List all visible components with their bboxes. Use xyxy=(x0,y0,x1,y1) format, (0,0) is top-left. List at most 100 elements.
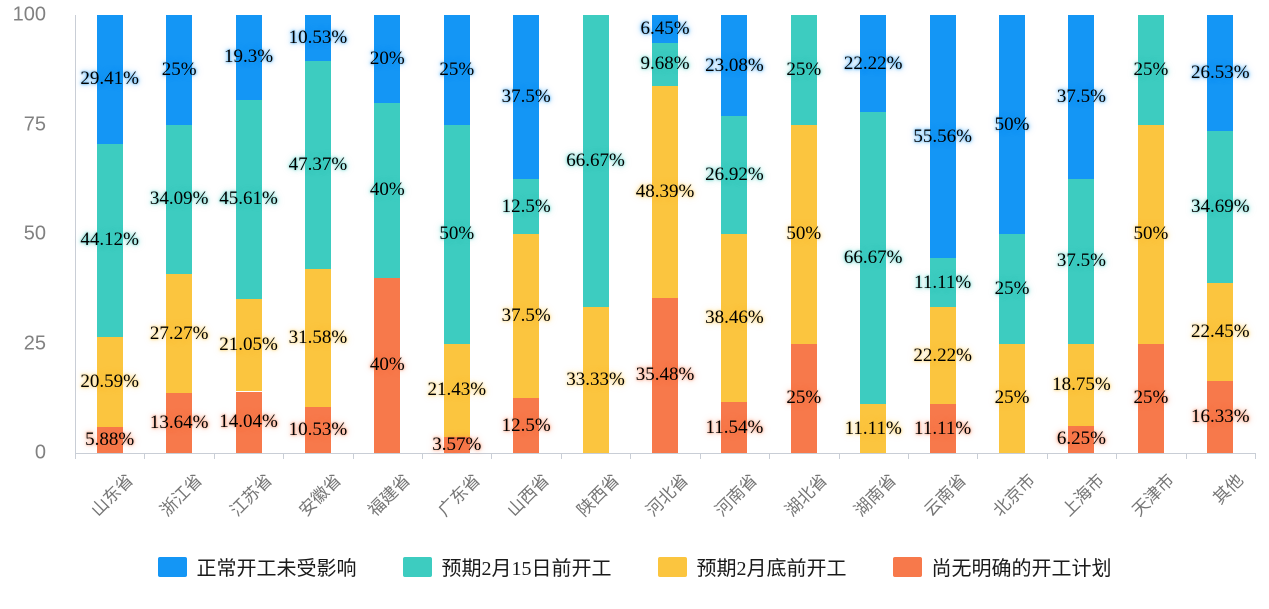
bar-segment[interactable] xyxy=(513,398,540,453)
bar-segment[interactable] xyxy=(929,258,956,307)
bar-segment[interactable] xyxy=(96,15,123,144)
x-axis-tick xyxy=(630,453,632,459)
bar-segment[interactable] xyxy=(1137,124,1164,344)
x-axis-label: 湖北省 xyxy=(781,470,831,521)
bar-segment[interactable] xyxy=(443,343,470,438)
bar-column: 25% 50% 25% xyxy=(1116,15,1185,453)
bar-value-label: 19.3% xyxy=(223,46,274,68)
bar-segment[interactable] xyxy=(651,297,678,453)
bar-segment[interactable] xyxy=(929,404,956,453)
bar-segment[interactable] xyxy=(443,15,470,125)
bar-segment[interactable] xyxy=(166,15,193,125)
bar-segment[interactable] xyxy=(999,234,1026,344)
bar-segment[interactable] xyxy=(721,234,748,403)
bar xyxy=(96,15,123,453)
bar-segment[interactable] xyxy=(651,15,678,44)
bar-segment[interactable] xyxy=(166,124,193,274)
bar-segment[interactable] xyxy=(166,273,193,394)
bar-value-label: 6.45% xyxy=(640,18,690,40)
bar-segment[interactable] xyxy=(443,437,470,453)
bar-value-label: 37.5% xyxy=(1056,86,1106,108)
bar-segment[interactable] xyxy=(96,143,123,338)
legend-item[interactable]: 预期2月15日前开工 xyxy=(402,552,612,581)
bar-segment[interactable] xyxy=(999,343,1026,453)
bar-column: 29.41% 44.12% 20.59% 5.88% xyxy=(75,15,144,453)
bar-segment[interactable] xyxy=(651,85,678,298)
bar-segment[interactable] xyxy=(374,277,401,453)
bar-value-label: 47.37% xyxy=(288,153,348,175)
bar-value-label: 45.61% xyxy=(219,188,278,210)
legend-item[interactable]: 尚无明确的开工计划 xyxy=(892,552,1112,581)
bar-segment[interactable] xyxy=(1207,131,1234,284)
bar-segment[interactable] xyxy=(929,307,956,405)
bar-value-label: 50% xyxy=(439,223,475,244)
bar-segment[interactable] xyxy=(860,15,887,113)
bar-column: 37.5% 37.5% 18.75% 6.25% xyxy=(1047,15,1116,453)
bar-segment[interactable] xyxy=(235,299,262,392)
bar-segment[interactable] xyxy=(1068,179,1095,344)
bar-segment[interactable] xyxy=(721,402,748,453)
x-axis-label: 广东省 xyxy=(434,470,484,521)
bar-segment[interactable] xyxy=(96,427,123,453)
bar-segment[interactable] xyxy=(166,393,193,453)
bar-segment[interactable] xyxy=(304,15,331,62)
bar-segment[interactable] xyxy=(999,15,1026,234)
bar-segment[interactable] xyxy=(721,116,748,234)
bar-column: 66.67% 33.33% xyxy=(561,15,630,453)
legend-swatch xyxy=(402,556,432,577)
bar-segment[interactable] xyxy=(96,337,123,428)
bar-segment[interactable] xyxy=(1068,15,1095,180)
x-axis-label: 湖南省 xyxy=(850,470,901,521)
bar-value-label: 12.5% xyxy=(501,414,551,436)
bar-segment[interactable] xyxy=(1068,343,1095,426)
bar xyxy=(860,15,887,453)
bar-segment[interactable] xyxy=(790,124,817,344)
x-axis-label: 上海市 xyxy=(1058,470,1109,521)
bar-value-label: 40% xyxy=(369,354,405,376)
bar-segment[interactable] xyxy=(1137,15,1164,125)
y-axis-tick-label: 50 xyxy=(23,222,46,245)
bar-segment[interactable] xyxy=(304,61,331,269)
bar-segment[interactable] xyxy=(374,102,401,278)
bar-segment[interactable] xyxy=(513,179,540,234)
bar-segment[interactable] xyxy=(929,15,956,259)
bar-column: 26.53% 34.69% 22.45% 16.33% xyxy=(1186,15,1255,453)
bar-column: 25% 34.09% 27.27% 13.64% xyxy=(144,15,213,453)
bar-segment[interactable] xyxy=(582,307,609,453)
bar-segment[interactable] xyxy=(304,406,331,454)
bar-segment[interactable] xyxy=(860,404,887,453)
bar-segment[interactable] xyxy=(443,124,470,344)
bar-value-label: 25% xyxy=(994,277,1030,299)
legend-swatch xyxy=(157,556,187,577)
bar-segment[interactable] xyxy=(1068,425,1095,453)
bar-segment[interactable] xyxy=(304,268,331,407)
legend-item[interactable]: 正常开工未受影响 xyxy=(157,552,357,581)
bar-segment[interactable] xyxy=(374,15,401,103)
x-axis-tick xyxy=(977,453,979,459)
x-axis-tick xyxy=(491,453,493,459)
bar-segment[interactable] xyxy=(1207,381,1234,453)
bar-segment[interactable] xyxy=(790,343,817,453)
x-axis-tick xyxy=(1255,453,1256,459)
bar xyxy=(929,15,956,453)
bar-segment[interactable] xyxy=(860,112,887,405)
bar-segment[interactable] xyxy=(721,15,748,117)
bar-segment[interactable] xyxy=(1137,343,1164,453)
bar-segment[interactable] xyxy=(790,15,817,125)
x-axis-tick xyxy=(838,453,840,459)
chart-plot-area: 100 75 50 25 0 29.41% 44.12% 20.59% 5.88% 山东省 25% 3… xyxy=(13,4,1256,520)
bar-segment[interactable] xyxy=(235,15,262,100)
legend-item[interactable]: 预期2月底前开工 xyxy=(657,552,847,581)
x-axis-label: 云南省 xyxy=(920,470,970,521)
y-axis-line xyxy=(75,15,76,453)
bar-segment[interactable] xyxy=(582,15,609,307)
bar-segment[interactable] xyxy=(513,15,540,180)
bar-segment[interactable] xyxy=(235,99,262,300)
bar-segment[interactable] xyxy=(1207,15,1234,132)
bar-segment[interactable] xyxy=(651,43,678,86)
bar-segment[interactable] xyxy=(1207,283,1234,382)
bar-segment[interactable] xyxy=(235,391,262,453)
bar-segment[interactable] xyxy=(513,234,540,399)
bar-value-label: 22.22% xyxy=(843,52,903,74)
x-axis-label: 江苏省 xyxy=(225,470,276,521)
